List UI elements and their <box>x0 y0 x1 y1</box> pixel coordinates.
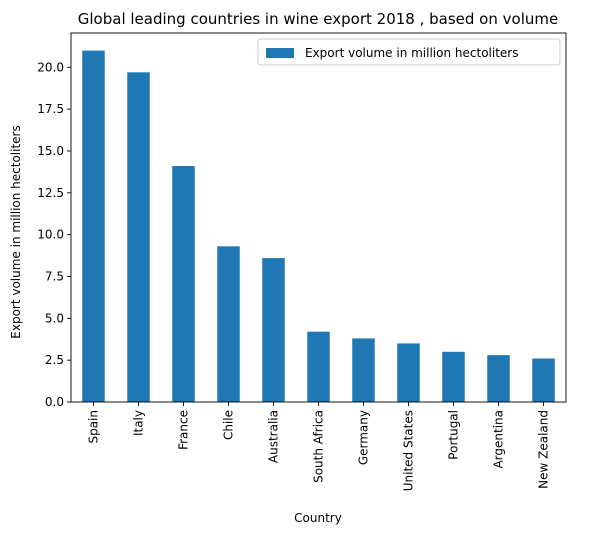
bar-spain <box>82 50 105 402</box>
legend: Export volume in million hectoliters <box>257 38 561 66</box>
x-tick-label: Argentina <box>492 410 506 469</box>
bar-argentina <box>487 355 510 402</box>
y-tick-label: 10.0 <box>37 228 64 242</box>
bar-united-states <box>397 343 420 402</box>
x-axis-label: Country <box>294 511 342 525</box>
x-tick-label: Spain <box>87 410 101 444</box>
x-tick-label: France <box>177 410 191 450</box>
y-tick-label: 15.0 <box>37 144 64 158</box>
y-tick-label: 0.0 <box>45 395 64 409</box>
bar-france <box>172 166 195 402</box>
y-tick-label: 5.0 <box>45 311 64 325</box>
bar-portugal <box>442 351 465 402</box>
legend-swatch <box>266 48 294 58</box>
plot-area: 0.0 2.5 5.0 7.5 10.0 12.5 15.0 17.5 20.0 Spain Ita… <box>37 32 567 491</box>
x-tick-label: New Zealand <box>537 410 551 489</box>
x-tick-label: United States <box>402 410 416 491</box>
bar-germany <box>352 338 375 402</box>
y-tick-label: 2.5 <box>45 353 64 367</box>
y-tick-label: 17.5 <box>37 102 64 116</box>
x-tick-label: Italy <box>132 410 146 436</box>
bar-south-africa <box>307 331 330 402</box>
x-tick-label: Australia <box>267 410 281 463</box>
x-tick-label: Chile <box>222 410 236 440</box>
y-axis-label: Export volume in million hectoliters <box>9 125 23 338</box>
bar-new-zealand <box>532 358 555 402</box>
y-tick-label: 7.5 <box>45 269 64 283</box>
legend-label: Export volume in million hectoliters <box>305 46 518 60</box>
chart-title: Global leading countries in wine export … <box>78 10 558 28</box>
bar-italy <box>127 72 150 402</box>
legend-box <box>257 38 561 66</box>
x-tick-label: Germany <box>357 410 371 465</box>
x-tick-label: South Africa <box>312 410 326 483</box>
y-tick-label: 20.0 <box>37 60 64 74</box>
x-tick-label: Portugal <box>447 410 461 460</box>
y-tick-label: 12.5 <box>37 186 64 200</box>
bar-australia <box>262 258 285 402</box>
bar-chile <box>217 246 240 402</box>
